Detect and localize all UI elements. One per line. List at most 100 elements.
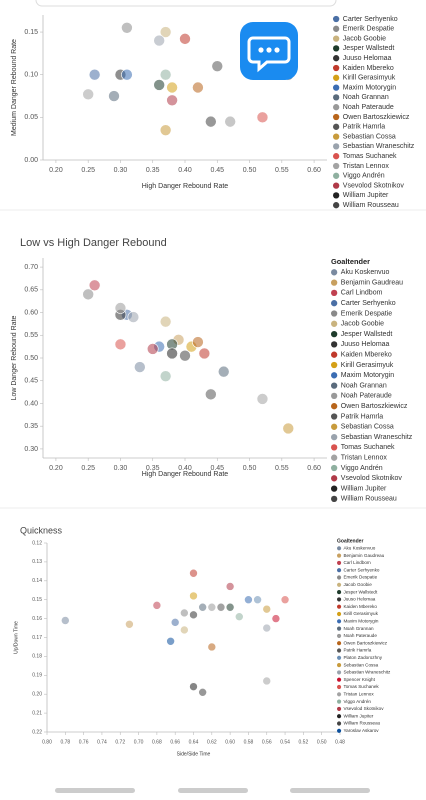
chat-dot bbox=[258, 47, 264, 53]
legend-label: Tristan Lennox bbox=[343, 163, 390, 170]
goalie-point bbox=[153, 79, 165, 91]
legend-marker bbox=[333, 162, 340, 170]
goalie-point bbox=[61, 616, 70, 625]
y-tick-label: 0.22 bbox=[32, 729, 42, 735]
goalie-point bbox=[159, 26, 172, 38]
goalie-point bbox=[205, 115, 217, 128]
x-tick-label: 0.64 bbox=[189, 739, 199, 745]
chart-title: Low vs High Danger Rebound bbox=[20, 237, 167, 249]
y-tick-label: 0.21 bbox=[32, 710, 42, 716]
x-tick-label: 0.55 bbox=[275, 167, 289, 174]
x-tick-label: 0.40 bbox=[178, 167, 192, 174]
legend-marker bbox=[331, 269, 338, 276]
legend-marker bbox=[331, 475, 338, 482]
goalie-point bbox=[198, 347, 211, 360]
nav-pill[interactable] bbox=[55, 788, 135, 793]
x-tick-label: 0.76 bbox=[79, 739, 89, 745]
nav-pill[interactable] bbox=[178, 788, 248, 793]
legend-label: William Rousseau bbox=[341, 496, 397, 503]
x-tick-label: 0.60 bbox=[307, 465, 321, 472]
legend-marker bbox=[337, 553, 342, 558]
y-tick-label: 0.60 bbox=[24, 309, 38, 316]
goalie-point bbox=[159, 124, 172, 136]
goalie-point bbox=[82, 288, 94, 301]
legend-label: Maxim Motorygin bbox=[343, 619, 378, 624]
goalie-point bbox=[166, 347, 178, 360]
chat-button[interactable] bbox=[240, 22, 298, 80]
y-tick-label: 0.18 bbox=[32, 654, 42, 660]
legend-marker bbox=[331, 413, 338, 420]
legend-label: Kaiden Mbereko bbox=[341, 352, 392, 359]
legend-marker bbox=[331, 403, 338, 410]
legend-marker bbox=[337, 611, 342, 617]
x-tick-label: 0.62 bbox=[207, 739, 217, 745]
legend-label: Viggo Andrén bbox=[343, 173, 385, 180]
x-tick-label: 0.68 bbox=[152, 739, 162, 745]
goalie-point bbox=[262, 676, 272, 686]
goalie-point bbox=[152, 601, 162, 610]
y-tick-label: 0.15 bbox=[24, 29, 38, 36]
legend-label: Patrik Hamrla bbox=[341, 413, 384, 420]
legend-label: William Jupiter bbox=[343, 192, 389, 199]
legend-label: Jacob Goobie bbox=[343, 582, 372, 587]
legend-label: Carl Lindbom bbox=[343, 560, 370, 565]
legend-label: Jesper Wallstedt bbox=[341, 331, 393, 338]
goalie-point bbox=[153, 34, 165, 47]
nav-pill[interactable] bbox=[290, 788, 370, 793]
legend-marker bbox=[331, 464, 338, 472]
legend-label: Juuso Helomaa bbox=[341, 341, 390, 348]
x-tick-label: 0.60 bbox=[225, 739, 235, 745]
legend-marker bbox=[333, 143, 340, 150]
x-tick-label: 0.25 bbox=[81, 167, 95, 174]
legend-marker bbox=[337, 699, 342, 704]
legend-marker bbox=[337, 677, 342, 682]
legend-label: William Jupiter bbox=[341, 485, 387, 492]
legend-label: Juuso Helomaa bbox=[343, 597, 375, 602]
x-tick-label: 0.70 bbox=[134, 739, 144, 745]
legend-label: Vsevolod Skotnikov bbox=[341, 475, 403, 482]
legend-marker bbox=[333, 133, 340, 140]
goalie-point bbox=[271, 614, 281, 623]
goalie-point bbox=[256, 111, 269, 124]
y-axis-title: Medium Danger Rebound Rate bbox=[11, 39, 18, 136]
x-tick-label: 0.30 bbox=[114, 465, 128, 472]
y-axis-title: Up/Down Time bbox=[13, 621, 19, 654]
legend-marker bbox=[337, 684, 342, 690]
goalie-point bbox=[224, 115, 236, 128]
goalie-point bbox=[216, 602, 226, 612]
legend-label: Noah Grannan bbox=[343, 94, 389, 101]
goalie-point bbox=[262, 604, 272, 614]
legend-marker bbox=[337, 626, 342, 631]
legend-label: Sebastian Cossa bbox=[343, 662, 378, 667]
legend-marker bbox=[337, 546, 342, 551]
goalie-point bbox=[217, 365, 230, 378]
x-tick-label: 0.54 bbox=[280, 739, 290, 745]
goalie-point bbox=[198, 688, 207, 697]
legend-label: Tomas Suchanek bbox=[343, 684, 379, 689]
x-tick-label: 0.80 bbox=[42, 739, 52, 745]
y-tick-label: 0.15 bbox=[32, 597, 42, 603]
legend-label: Tomas Suchanek bbox=[343, 153, 397, 160]
legend-marker bbox=[331, 289, 338, 297]
legend-marker bbox=[331, 351, 338, 358]
legend-marker bbox=[331, 423, 338, 430]
legend-label: William Jupiter bbox=[343, 713, 373, 718]
x-tick-label: 0.52 bbox=[299, 739, 309, 745]
legend-marker bbox=[333, 45, 340, 52]
legend-marker bbox=[331, 361, 338, 369]
legend-marker bbox=[333, 192, 340, 199]
legend-marker bbox=[331, 330, 338, 338]
goalie-point bbox=[108, 90, 120, 102]
goalie-point bbox=[166, 94, 178, 107]
legend-label: Kaiden Mbereko bbox=[343, 604, 377, 609]
goalie-point bbox=[189, 610, 198, 620]
legend-marker bbox=[337, 663, 342, 668]
legend-label: Carl Lindbom bbox=[341, 290, 383, 297]
legend-label: Owen Bartoszkiewicz bbox=[343, 114, 410, 121]
legend-label: Carter Serhyenko bbox=[343, 16, 398, 23]
legend-title: Goaltender bbox=[337, 538, 363, 544]
legend-marker bbox=[331, 341, 338, 348]
legend-label: Emerik Despatie bbox=[343, 26, 394, 33]
legend-label: Owen Bartoszkiewicz bbox=[343, 640, 387, 645]
legend-label: Noah Pateraude bbox=[343, 104, 394, 111]
